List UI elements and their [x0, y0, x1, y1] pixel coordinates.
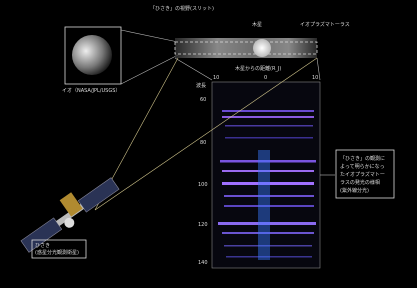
wavelength-tick: 120 [198, 222, 208, 228]
jupiter-label: 木星 [252, 21, 262, 28]
distance-tick: 10 [213, 75, 219, 81]
result-text: ラスの発光の様相 [340, 179, 380, 186]
distance-tick: 10 [312, 75, 318, 81]
torus-image [175, 38, 317, 58]
result-text: 「ひさき」の観測に [340, 155, 385, 162]
wavelength-tick: 60 [200, 97, 206, 103]
io-caption: イオ（NASA/JPL/USGS） [62, 88, 120, 94]
torus-label: イオプラズマトーラス [300, 21, 350, 28]
wavelength-tick: 140 [198, 260, 208, 266]
illustration: イオ（NASA/JPL/USGS） 「ひさき」の視野(スリット) 木星 イオプラ… [0, 0, 417, 284]
wavelength-tick: 80 [200, 140, 206, 146]
wavelength-axis-label: 波長 [196, 82, 206, 89]
slit-label: 「ひさき」の視野(スリット) [150, 5, 214, 12]
wavelength-tick: 100 [198, 182, 208, 188]
hisaki-label: ひさき [35, 242, 50, 249]
jupiter-image [253, 39, 271, 57]
hisaki-label: (惑星分光観測衛星) [35, 249, 79, 256]
result-text: よって明らかになっ [340, 163, 385, 170]
distance-axis-label: 木星からの距離(R_J) [235, 65, 281, 72]
io-image [72, 35, 112, 75]
distance-tick: 0 [264, 75, 267, 81]
result-text: たイオプラズマトー [340, 171, 385, 178]
result-text: (紫外線分光) [340, 187, 369, 194]
